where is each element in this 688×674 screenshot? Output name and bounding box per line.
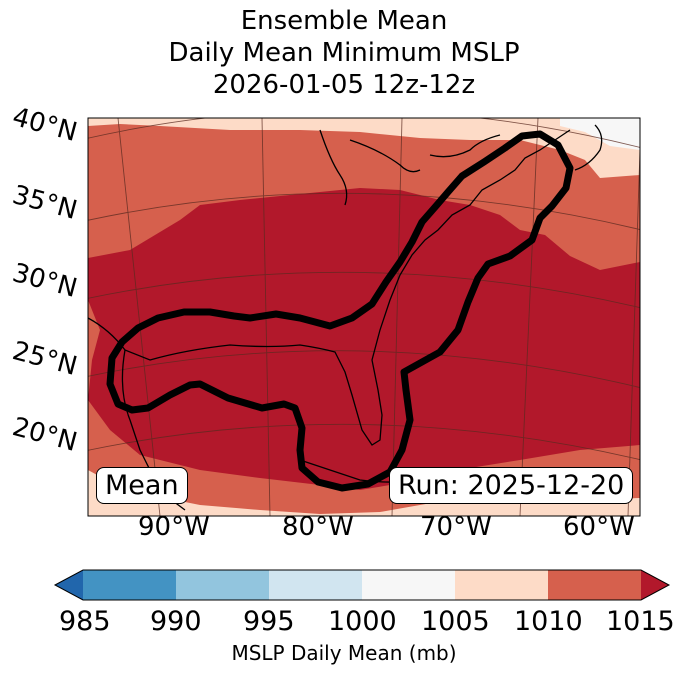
contour-1015 [106, 130, 574, 492]
title-line-3: 2026-01-05 12z-12z [212, 70, 476, 100]
field-high-bottom [88, 470, 640, 516]
coastline [88, 124, 603, 511]
colorbar-segment-1000 [362, 570, 455, 600]
colorbar-outline [53, 569, 671, 601]
map-area [88, 118, 640, 516]
colorbar-label: MSLP Daily Mean (mb) [231, 641, 457, 665]
lon-label-90w: 90°W [138, 512, 210, 542]
title-line-2: Daily Mean Minimum MSLP [168, 38, 520, 68]
colorbar [53, 569, 671, 601]
run-label: Run: 2025-12-20 [389, 467, 634, 504]
title-line-1: Ensemble Mean [240, 6, 448, 36]
colorbar-segment-995 [269, 570, 362, 600]
colorbar-under-arrow [55, 570, 83, 600]
lon-label-60w: 60°W [563, 512, 635, 542]
map-frame [87, 117, 641, 517]
colorbar-segment-1010 [548, 570, 641, 600]
colorbar-over-arrow [641, 570, 669, 600]
mean-label: Mean [96, 467, 188, 504]
colorbar-tick-1010: 1010 [514, 606, 583, 637]
colorbar-tick-985: 985 [59, 606, 111, 637]
colorbar-segment-990 [176, 570, 269, 600]
colorbar-tick-990: 990 [150, 606, 202, 637]
lon-label-80w: 80°W [282, 512, 354, 542]
colorbar-tick-1000: 1000 [328, 606, 397, 637]
lon-label-70w: 70°W [420, 512, 492, 542]
colorbar-segment-985 [83, 570, 176, 600]
colorbar-tick-1015: 1015 [606, 606, 675, 637]
field-low [88, 188, 640, 490]
field-high-top [88, 118, 640, 178]
colorbar-tick-995: 995 [243, 606, 295, 637]
colorbar-tick-1005: 1005 [421, 606, 490, 637]
colorbar-segment-1005 [455, 570, 548, 600]
